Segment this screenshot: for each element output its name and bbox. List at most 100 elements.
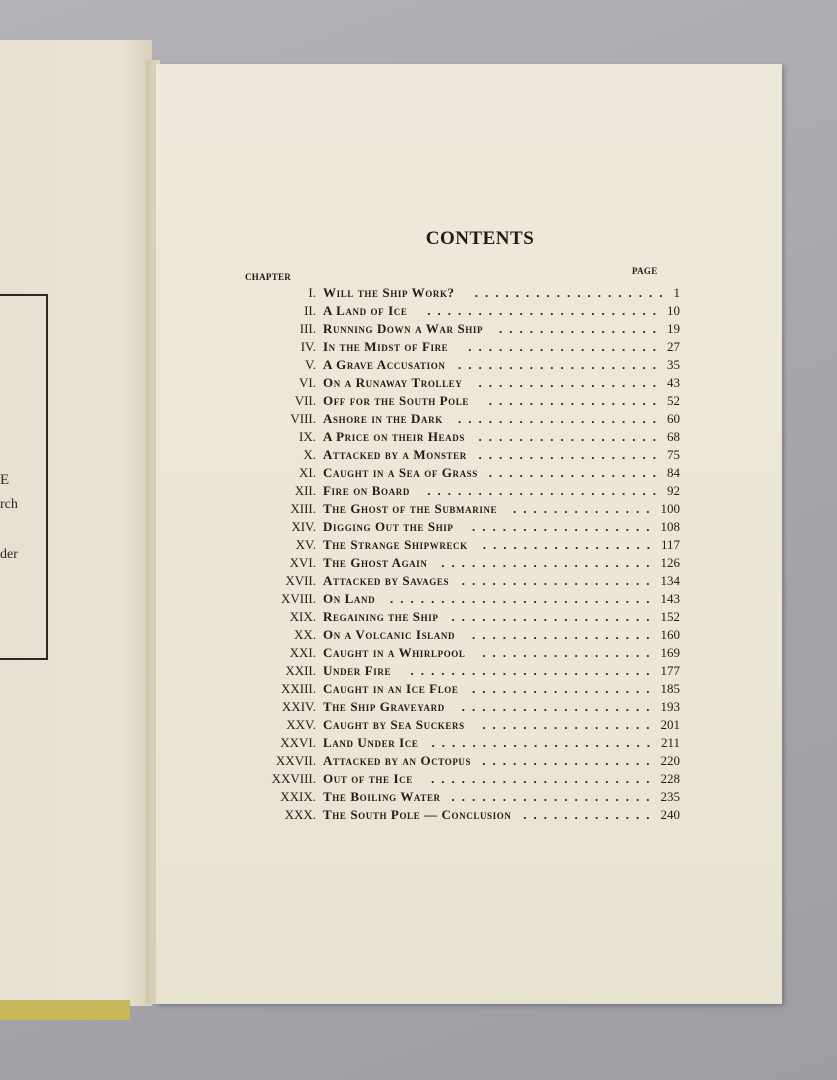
toc-entry: XXVI. Land Under Ice ...................… <box>242 734 680 752</box>
page-number: 160 <box>660 627 681 642</box>
chapter-number: XXII. <box>285 663 316 678</box>
toc-entry: V. A Grave Accusation ..................… <box>242 356 680 374</box>
page-title: CONTENTS <box>425 228 535 249</box>
chapter-number: XXVIII. <box>271 771 316 786</box>
left-fragment: rch <box>0 497 18 512</box>
chapter-number: IV. <box>300 339 316 354</box>
toc-entry: XVIII. On Land .........................… <box>242 590 680 608</box>
dot-leader: .................. <box>472 627 657 642</box>
chapter-number: XIII. <box>290 501 316 516</box>
chapter-title: Off for the South Pole <box>323 393 469 408</box>
chapter-title: Land Under Ice <box>323 735 419 750</box>
toc-entry: II. A Land of Ice ......................… <box>242 302 680 320</box>
chapter-number: XII. <box>294 483 316 498</box>
chapter-number: XXIV. <box>281 699 316 714</box>
chapter-number: XXV. <box>286 717 316 732</box>
dot-leader: .................... <box>458 411 663 426</box>
dot-leader: ................. <box>482 537 657 552</box>
dot-leader: ....................... <box>427 483 663 498</box>
chapter-title: The Boiling Water <box>323 789 441 804</box>
page-number: 220 <box>660 753 681 768</box>
page-number: 108 <box>660 519 681 534</box>
toc-entry: XXIII. Caught in an Ice Floe ...........… <box>242 680 680 698</box>
dot-leader: ................. <box>488 393 663 408</box>
chapter-title: On a Runaway Trolley <box>323 375 463 390</box>
chapter-number: XXVII. <box>275 753 316 768</box>
chapter-title: A Land of Ice <box>323 303 408 318</box>
dot-leader: .................. <box>478 447 663 462</box>
dot-leader: ................... <box>461 699 657 714</box>
chapter-number: XVII. <box>285 573 316 588</box>
dot-leader: ................... <box>474 285 670 300</box>
chapter-title: Ashore in the Dark <box>323 411 443 426</box>
chapter-title: A Price on their Heads <box>323 429 465 444</box>
page-number: 240 <box>660 807 681 822</box>
chapter-number: XVIII. <box>280 591 316 606</box>
toc-entry: XXIV. The Ship Graveyard ...............… <box>242 698 680 716</box>
chapter-number: IX. <box>299 429 316 444</box>
toc-entry: XXV. Caught by Sea Suckers .............… <box>242 716 680 734</box>
page-number: 126 <box>660 555 681 570</box>
chapter-title: Running Down a War Ship <box>323 321 484 336</box>
page-number: 19 <box>667 321 680 336</box>
page-number: 68 <box>667 429 680 444</box>
chapter-title: Attacked by an Octopus <box>323 753 472 768</box>
toc-entry: XIX. Regaining the Ship ................… <box>242 608 680 626</box>
dot-leader: ...................... <box>431 735 657 750</box>
chapter-title: Caught in a Whirlpool <box>323 645 466 660</box>
page-number: 201 <box>660 717 681 732</box>
chapter-title: In the Midst of Fire <box>323 339 449 354</box>
chapter-number: VII. <box>294 393 316 408</box>
chapter-number: XV. <box>295 537 316 552</box>
page-number: 1 <box>673 285 681 300</box>
dot-leader: ................... <box>461 573 657 588</box>
chapter-header: CHAPTER <box>245 272 292 282</box>
toc-entry: XXX. The South Pole — Conclusion .......… <box>242 806 680 824</box>
chapter-number: I. <box>308 285 316 300</box>
dot-leader: .................... <box>451 789 657 804</box>
dot-leader: .................. <box>472 681 657 696</box>
page-number: 177 <box>660 663 681 678</box>
left-fragment: der <box>0 547 18 562</box>
toc-entry: XXI. Caught in a Whirlpool .............… <box>242 644 680 662</box>
dot-leader: ................... <box>468 339 663 354</box>
toc-entry: XVI. The Ghost Again ...................… <box>242 554 680 572</box>
dot-leader: ....................... <box>427 303 663 318</box>
toc-entry: IV. In the Midst of Fire ...............… <box>242 338 680 356</box>
chapter-title: The Ghost of the Submarine <box>323 501 498 516</box>
chapter-title: Caught in a Sea of Grass <box>323 465 478 480</box>
chapter-number: XI. <box>299 465 316 480</box>
dot-leader: ...................... <box>431 771 657 786</box>
left-page: E rch der <box>0 40 152 1006</box>
left-fragment: E <box>0 472 10 488</box>
chapter-number: VIII. <box>290 411 316 426</box>
toc-entry: VII. Off for the South Pole ............… <box>242 392 680 410</box>
dot-leader: ................ <box>499 321 663 336</box>
toc-entry: IX. A Price on their Heads .............… <box>242 428 680 446</box>
dot-leader: .................... <box>451 609 657 624</box>
page-number: 185 <box>660 681 681 696</box>
dot-leader: .......................... <box>390 591 657 606</box>
dot-leader: ................. <box>482 753 657 768</box>
chapter-number: XXVI. <box>280 735 316 750</box>
chapter-title: Caught in an Ice Floe <box>323 681 459 696</box>
chapter-title: Attacked by Savages <box>323 573 450 588</box>
toc-entry: XXVII. Attacked by an Octopus ..........… <box>242 752 680 770</box>
page-number: 143 <box>660 591 681 606</box>
chapter-number: XIV. <box>291 519 316 534</box>
chapter-title: Out of the Ice <box>323 771 413 786</box>
toc-entry: XXVIII. Out of the Ice .................… <box>242 770 680 788</box>
chapter-title: On a Volcanic Island <box>323 627 456 642</box>
chapter-title: Fire on Board <box>323 483 410 498</box>
page-number: 84 <box>667 465 680 480</box>
toc-entry: XXII. Under Fire .......................… <box>242 662 680 680</box>
chapter-number: XXIX. <box>280 789 316 804</box>
chapter-title: Digging Out the Ship <box>323 519 454 534</box>
page-number: 228 <box>660 771 681 786</box>
chapter-number: XXIII. <box>280 681 316 696</box>
page-number: 235 <box>660 789 681 804</box>
toc-entry: XVII. Attacked by Savages ..............… <box>242 572 680 590</box>
page-number: 27 <box>667 339 680 354</box>
dot-leader: ............. <box>523 807 657 822</box>
chapter-number: XVI. <box>289 555 316 570</box>
